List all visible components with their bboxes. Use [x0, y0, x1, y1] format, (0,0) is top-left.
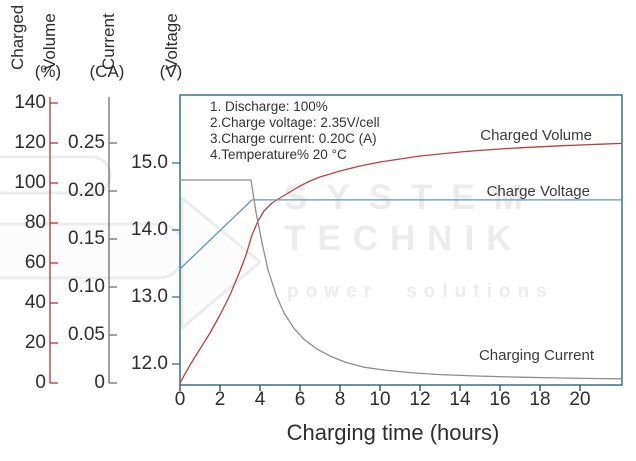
voltage-tick-label: 14.0: [131, 219, 168, 240]
x-tick-label: 2: [214, 389, 226, 410]
volume-tick-label: 40: [24, 292, 46, 313]
current-tick-label: 0: [94, 372, 105, 393]
volume-tick-label: 100: [14, 172, 46, 193]
x-tick-label: 20: [569, 389, 591, 410]
x-tick-label: 12: [409, 389, 431, 410]
x-tick-label: 0: [174, 389, 186, 410]
volume-tick-label: 120: [14, 132, 46, 153]
annotation-line-1: 1. Discharge: 100%: [210, 99, 328, 114]
annotation-line-4: 4.Temperature% 20 °C: [210, 147, 347, 162]
x-tick-label: 8: [334, 389, 346, 410]
annotation-line-2: 2.Charge voltage: 2.35V/cell: [210, 115, 380, 130]
x-tick-label: 14: [449, 389, 471, 410]
test-conditions-annotation: 1. Discharge: 100% 2.Charge voltage: 2.3…: [210, 99, 380, 163]
volume-axis-title-word-1: Charged: [8, 4, 27, 70]
current-tick-label: 0.10: [68, 276, 105, 297]
x-tick-label: 16: [489, 389, 511, 410]
charging-current-curve-label: Charging Current: [478, 347, 594, 364]
current-axis-unit: (CA): [89, 62, 125, 81]
x-tick-label: 4: [254, 389, 266, 410]
volume-tick-label: 80: [24, 212, 46, 233]
x-tick-label: 18: [529, 389, 551, 410]
x-tick-label: 10: [369, 389, 391, 410]
volume-tick-label: 60: [24, 252, 46, 273]
current-tick-label: 0.05: [68, 324, 105, 345]
voltage-tick-label: 12.0: [131, 353, 168, 374]
voltage-tick-label: 13.0: [131, 286, 168, 307]
volume-tick-label: 140: [14, 92, 46, 113]
annotation-line-3: 3.Charge current: 0.20C (A): [210, 131, 377, 146]
current-tick-label: 0.25: [68, 132, 105, 153]
current-tick-label: 0.15: [68, 228, 105, 249]
volume-tick-label: 0: [35, 372, 46, 393]
voltage-axis-unit: (V): [159, 62, 183, 81]
x-tick-label: 6: [294, 389, 306, 410]
charge-voltage-curve-label: Charge Voltage: [486, 183, 590, 200]
volume-tick-label: 20: [24, 332, 46, 353]
current-tick-label: 0.20: [68, 180, 105, 201]
voltage-tick-label: 15.0: [131, 152, 168, 173]
volume-axis-unit: (%): [34, 62, 62, 81]
x-axis-title: Charging time (hours): [286, 420, 500, 445]
charged-volume-curve-label: Charged Volume: [480, 127, 592, 144]
